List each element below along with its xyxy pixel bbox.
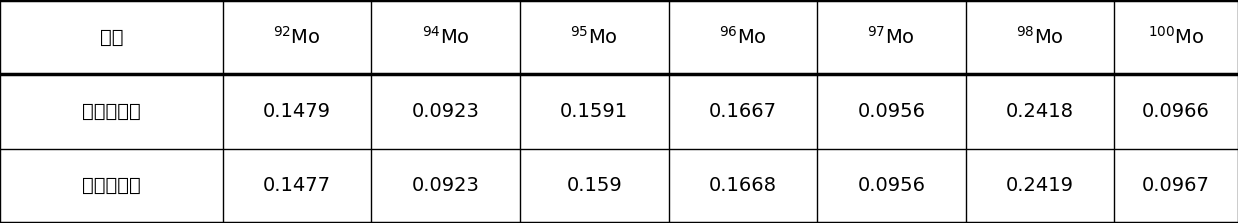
Text: 丰度测量值: 丰度测量值: [82, 102, 141, 121]
Text: 0.1668: 0.1668: [709, 176, 776, 195]
Text: 0.159: 0.159: [566, 176, 623, 195]
Text: 0.0967: 0.0967: [1143, 176, 1210, 195]
Text: $^{97}$Mo: $^{97}$Mo: [868, 26, 915, 48]
Text: $^{95}$Mo: $^{95}$Mo: [571, 26, 618, 48]
Text: 0.0956: 0.0956: [858, 176, 925, 195]
Text: 0.0966: 0.0966: [1143, 102, 1210, 121]
Text: 项目: 项目: [100, 28, 123, 47]
Text: 0.1667: 0.1667: [709, 102, 776, 121]
Text: 0.1591: 0.1591: [560, 102, 629, 121]
Text: 0.2419: 0.2419: [1006, 176, 1073, 195]
Text: 0.1477: 0.1477: [264, 176, 331, 195]
Text: 0.0923: 0.0923: [412, 102, 479, 121]
Text: $^{96}$Mo: $^{96}$Mo: [719, 26, 766, 48]
Text: $^{94}$Mo: $^{94}$Mo: [422, 26, 469, 48]
Text: $^{100}$Mo: $^{100}$Mo: [1148, 26, 1205, 48]
Text: $^{92}$Mo: $^{92}$Mo: [274, 26, 321, 48]
Text: $^{98}$Mo: $^{98}$Mo: [1016, 26, 1063, 48]
Text: 0.1479: 0.1479: [264, 102, 331, 121]
Text: 0.0923: 0.0923: [412, 176, 479, 195]
Text: 0.0956: 0.0956: [858, 102, 925, 121]
Text: 0.2418: 0.2418: [1006, 102, 1073, 121]
Text: 丰度参考值: 丰度参考值: [82, 176, 141, 195]
